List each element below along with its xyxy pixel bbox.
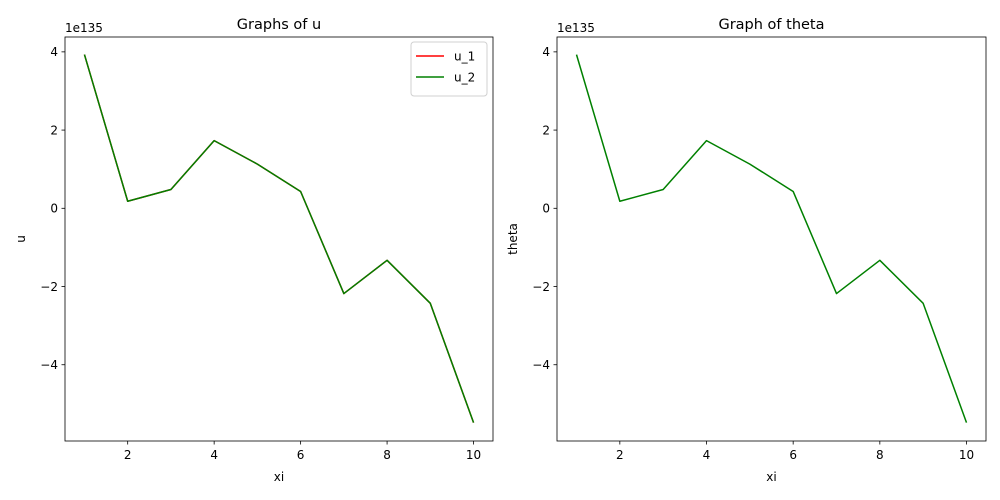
y-axis-label: u — [14, 235, 28, 243]
y-tick-label: −2 — [40, 280, 58, 294]
plot-title: Graph of theta — [718, 17, 824, 33]
series-line-theta — [575, 54, 968, 423]
x-tick-label: 8 — [383, 448, 391, 462]
y-tick-label: 0 — [542, 202, 550, 216]
y-tick-label: −4 — [532, 358, 550, 372]
legend-box — [410, 41, 488, 97]
y-axis-label: theta — [506, 223, 520, 255]
x-tick-label: 2 — [616, 448, 624, 462]
y-tick-label: −4 — [40, 358, 58, 372]
plot-title: Graphs of u — [237, 17, 321, 33]
y-tick-label: 2 — [50, 123, 58, 137]
y-tick-label: 2 — [542, 123, 550, 137]
x-axis-label: xi — [766, 470, 776, 484]
chart-graphs-of-u: 2 4 6 8 10 4 2 0 −2 −4 1e135 Graphs of u xi u u_1 u_2 — [14, 17, 494, 484]
legend-label: u_1 — [454, 49, 475, 63]
x-tick-label: 8 — [876, 448, 884, 462]
x-tick-label: 6 — [789, 448, 797, 462]
legend-label: u_2 — [454, 70, 475, 84]
x-axis-label: xi — [274, 470, 284, 484]
series-line-u-1 — [83, 54, 475, 423]
x-tick-label: 2 — [124, 448, 132, 462]
y-tick-label: 4 — [542, 45, 550, 59]
x-tick-label: 10 — [466, 448, 481, 462]
x-tick-label: 10 — [959, 448, 974, 462]
axes-frame — [556, 36, 987, 442]
y-tick-label: 0 — [50, 202, 58, 216]
series-line-u-2 — [83, 54, 475, 423]
axes-frame — [64, 36, 494, 442]
legend: u_1 u_2 — [410, 41, 488, 97]
y-tick-label: 4 — [50, 45, 58, 59]
x-tick-label: 4 — [703, 448, 711, 462]
chart-graph-of-theta: 2 4 6 8 10 4 2 0 −2 −4 1e135 Graph of theta xi theta — [506, 17, 987, 484]
x-tick-label: 4 — [210, 448, 218, 462]
x-tick-label: 6 — [297, 448, 305, 462]
y-offset-label: 1e135 — [557, 21, 595, 35]
y-tick-label: −2 — [532, 280, 550, 294]
y-offset-label: 1e135 — [65, 21, 103, 35]
